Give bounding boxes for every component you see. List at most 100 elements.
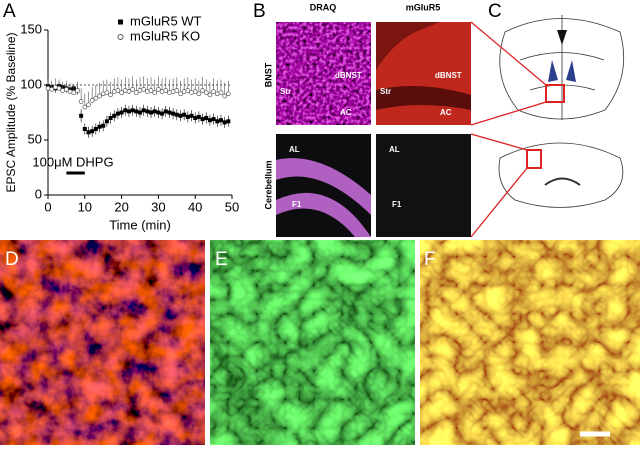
marker — [138, 110, 142, 115]
marker — [185, 88, 191, 93]
marker — [86, 130, 91, 135]
marker — [82, 127, 87, 131]
marker — [71, 90, 77, 96]
micrograph — [210, 240, 415, 445]
marker — [185, 114, 190, 119]
marker — [204, 116, 209, 120]
region-label: dBNST — [435, 71, 462, 80]
marker — [115, 111, 120, 116]
marker — [112, 113, 117, 118]
marker — [108, 116, 113, 120]
marker — [133, 90, 139, 96]
marker — [200, 117, 205, 122]
marker — [193, 116, 198, 120]
region-label: AC — [340, 108, 352, 117]
marker — [97, 124, 102, 129]
marker — [192, 89, 198, 94]
marker — [97, 93, 102, 99]
micrograph — [376, 134, 471, 237]
marker — [152, 109, 157, 114]
x-axis-label: Time (min) — [109, 217, 171, 232]
region-label: Str — [280, 87, 291, 96]
x-tick-label: 50 — [225, 199, 239, 214]
tract — [376, 86, 471, 110]
marker — [163, 109, 168, 114]
x-tick-label: 20 — [114, 199, 128, 214]
marker — [218, 118, 223, 123]
marker — [222, 93, 227, 99]
marker — [207, 118, 212, 123]
marker — [82, 104, 88, 110]
marker — [207, 92, 213, 98]
ventricle — [548, 60, 576, 82]
marker — [56, 85, 62, 91]
y-tick-label: 50 — [28, 131, 42, 146]
row-label: BNST — [263, 62, 273, 87]
marker — [152, 90, 158, 96]
marker — [174, 112, 179, 117]
region-label: F1 — [292, 200, 302, 209]
marker — [93, 127, 98, 131]
marker — [86, 102, 91, 108]
y-axis-label: EPSC Amplitude (% Baseline) — [4, 32, 18, 192]
column-label: DRAQ — [310, 2, 337, 12]
region-label: F1 — [392, 200, 402, 209]
marker — [123, 108, 128, 113]
marker — [49, 87, 55, 92]
marker — [145, 109, 150, 114]
marker — [156, 110, 161, 115]
marker — [126, 109, 131, 114]
micrograph — [0, 240, 205, 445]
marker — [222, 120, 227, 125]
marker — [196, 91, 202, 97]
marker — [115, 88, 121, 93]
x-tick-label: 0 — [44, 199, 51, 214]
marker — [225, 91, 231, 97]
panel-label: D — [5, 249, 19, 270]
marker — [126, 89, 132, 94]
panel-label: F — [424, 249, 436, 270]
marker — [149, 110, 154, 115]
marker — [211, 117, 216, 122]
marker — [89, 98, 95, 103]
region-label: AL — [289, 145, 300, 154]
marker — [101, 123, 106, 128]
panel-label: E — [215, 249, 228, 270]
region-label: AL — [389, 145, 400, 154]
panel-label: C — [488, 1, 502, 22]
legend-marker — [118, 19, 123, 25]
annotation: 100μM DHPG — [32, 154, 113, 169]
marker — [134, 109, 139, 114]
connector — [470, 21, 547, 238]
marker — [196, 114, 201, 119]
panel-label: B — [253, 1, 266, 22]
marker — [200, 88, 205, 93]
x-tick-label: 10 — [78, 199, 92, 214]
marker — [211, 89, 216, 94]
legend-label: mGluR5 KO — [130, 28, 200, 43]
column-label: mGluR5 — [406, 2, 441, 12]
marker — [218, 90, 224, 96]
marker — [108, 92, 113, 98]
micrograph — [420, 240, 640, 445]
marker — [78, 99, 84, 104]
marker — [163, 88, 169, 93]
marker — [174, 88, 180, 93]
marker — [141, 87, 147, 92]
x-tick-label: 30 — [151, 199, 165, 214]
legend-label: mGluR5 WT — [130, 13, 202, 28]
marker — [79, 113, 84, 118]
marker — [104, 90, 110, 96]
roi-box — [526, 149, 542, 169]
region-label: Str — [380, 87, 391, 96]
row-label: Cerebellum — [263, 160, 273, 209]
marker — [215, 119, 220, 124]
ventricle — [557, 30, 567, 45]
marker — [148, 88, 154, 93]
marker — [75, 88, 80, 93]
roi-box — [545, 84, 565, 103]
marker — [167, 110, 172, 115]
marker — [119, 90, 124, 96]
x-tick-label: 40 — [188, 199, 202, 214]
